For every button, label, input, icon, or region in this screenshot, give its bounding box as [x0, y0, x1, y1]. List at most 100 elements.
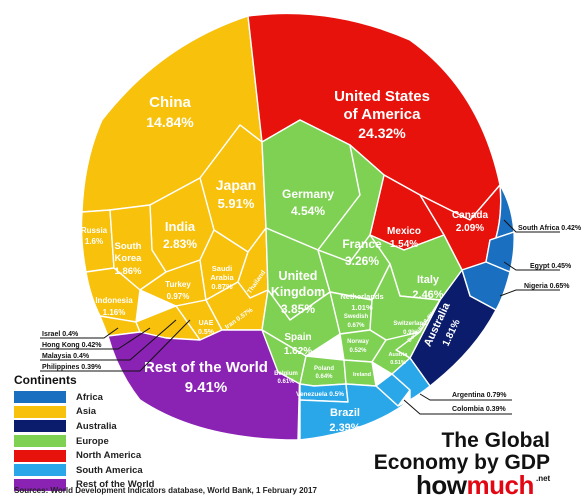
- label-belgium-val: 0.61%: [277, 379, 295, 385]
- brand-logo: howmuch: [416, 470, 534, 501]
- label-turkey-val: 0.97%: [167, 292, 190, 301]
- label-france-name: France: [342, 237, 382, 251]
- callout-line-israel: [40, 327, 119, 339]
- label-china-name: China: [149, 94, 191, 111]
- label-korea-name2: Korea: [115, 253, 143, 264]
- label-poland-name: Poland: [314, 366, 334, 372]
- source-note: Sources: World Development Indicators da…: [14, 486, 317, 495]
- label-sweden-name: Swedish: [344, 314, 369, 320]
- callout-egypt: Egypt 0.45%: [530, 263, 572, 270]
- label-germany-val: 4.54%: [291, 204, 325, 218]
- label-korea-val: 1.86%: [115, 266, 142, 277]
- label-uk-val: 3.85%: [281, 302, 315, 316]
- callout-israel: Israel 0.4%: [42, 331, 79, 338]
- label-switzerland-val: 0.9%: [403, 330, 417, 336]
- legend-label: Rest of the World: [76, 479, 155, 491]
- label-india-val: 2.83%: [163, 237, 197, 251]
- callout-hongkong: Hong Kong 0.42%: [42, 342, 102, 349]
- brand-how: how: [416, 470, 467, 500]
- label-italy-name: Italy: [417, 274, 440, 286]
- label-usa-name2: of America: [344, 106, 422, 123]
- legend-swatch: [14, 391, 66, 404]
- brand-net: .net: [536, 474, 551, 483]
- callout-malaysia: Malaysia 0.4%: [42, 353, 90, 360]
- legend-item-south-america: South America: [14, 463, 154, 478]
- legend-label: North America: [76, 450, 142, 462]
- legend-label: Australia: [76, 420, 117, 432]
- label-canada-val: 2.09%: [456, 223, 484, 234]
- callout-line-philippines: [40, 319, 191, 372]
- legend-swatch: [14, 435, 66, 448]
- label-usa-val: 24.32%: [358, 125, 406, 141]
- legend-label: Africa: [76, 391, 103, 403]
- legend-label: South America: [76, 464, 143, 476]
- label-saudi-name2: Arabia: [210, 273, 234, 282]
- legend-swatch: [14, 449, 66, 462]
- label-korea-name1: South: [115, 241, 142, 252]
- label-austria-name: Austria: [389, 352, 409, 358]
- brand-much: much: [466, 470, 535, 500]
- callout-colombia: Colombia 0.39%: [452, 406, 506, 413]
- label-brazil-val: 2.39%: [329, 422, 360, 434]
- label-indonesia-name: Indonesia: [95, 296, 133, 305]
- label-norway-val: 0.52%: [349, 348, 367, 354]
- legend-item-north-america: North America: [14, 448, 154, 463]
- legend-item-asia: Asia: [14, 405, 154, 420]
- label-russia-name: Russia: [81, 226, 108, 235]
- callout-line-hongkong: [40, 327, 151, 350]
- label-mexico-val: 1.54%: [390, 239, 418, 250]
- label-saudi-val: 0.87%: [211, 282, 233, 291]
- label-ireland: Ireland: [353, 372, 371, 378]
- title-line-2: Economy by GDP: [373, 451, 550, 474]
- label-saudi-name1: Saudi: [212, 264, 232, 273]
- label-spain-val: 1.62%: [284, 346, 312, 357]
- label-uae-val: 0.5%: [198, 329, 215, 336]
- chart-title: The Global Economy by GDP: [374, 430, 550, 474]
- label-switzerland-name: Switzerland: [393, 321, 427, 327]
- legend: Africa Asia Australia Europe North Ameri…: [14, 390, 154, 492]
- label-france-val: 3.26%: [345, 254, 379, 268]
- label-venezuela: Venezuela 0.5%: [296, 391, 344, 398]
- callout-line-egypt: [503, 261, 560, 271]
- legend-item-africa: Africa: [14, 390, 154, 405]
- label-poland-val: 0.64%: [315, 374, 333, 380]
- label-sweden-val: 0.67%: [347, 323, 365, 329]
- label-netherlands-val: 1.01%: [351, 303, 373, 312]
- label-italy-val: 2.46%: [412, 289, 443, 301]
- label-usa-name1: United States: [334, 88, 430, 105]
- label-india-name: India: [165, 219, 196, 234]
- label-turkey-name: Turkey: [165, 280, 191, 289]
- label-rest-name: Rest of the World: [144, 359, 268, 376]
- legend-item-australia: Australia: [14, 419, 154, 434]
- label-china-val: 14.84%: [146, 114, 194, 130]
- legend-item-europe: Europe: [14, 434, 154, 449]
- title-line-1: The Global: [441, 429, 550, 452]
- label-canada-name: Canada: [452, 210, 489, 221]
- callout-line-argentina: [419, 393, 512, 401]
- legend-label: Asia: [76, 406, 97, 418]
- label-uk-name2: Kingdom: [271, 285, 325, 299]
- callout-nigeria: Nigeria 0.65%: [524, 283, 570, 290]
- label-austria-val: 0.51%: [390, 360, 406, 366]
- callout-south-africa: South Africa 0.42%: [518, 225, 582, 232]
- label-norway-name: Norway: [347, 339, 369, 345]
- label-uae-name: UAE: [199, 320, 214, 327]
- label-spain-name: Spain: [284, 332, 311, 343]
- legend-swatch: [14, 405, 66, 418]
- callout-line-south-africa: [503, 219, 560, 233]
- legend-swatch: [14, 464, 66, 477]
- label-mexico-name: Mexico: [387, 226, 421, 237]
- callout-philippines: Philippines 0.39%: [42, 364, 102, 371]
- legend-swatch: [14, 420, 66, 433]
- legend-title: Continents: [14, 373, 77, 387]
- label-germany-name: Germany: [282, 187, 334, 201]
- label-uk-name1: United: [279, 269, 318, 283]
- callout-argentina: Argentina 0.79%: [452, 392, 507, 399]
- callout-line-malaysia: [40, 319, 177, 361]
- legend-label: Europe: [76, 435, 109, 447]
- label-netherlands-name: Netherlands: [340, 292, 383, 301]
- label-belgium-name: Belgium: [274, 371, 298, 377]
- label-brazil-name: Brazil: [330, 407, 360, 419]
- cell-brazil: [299, 383, 411, 441]
